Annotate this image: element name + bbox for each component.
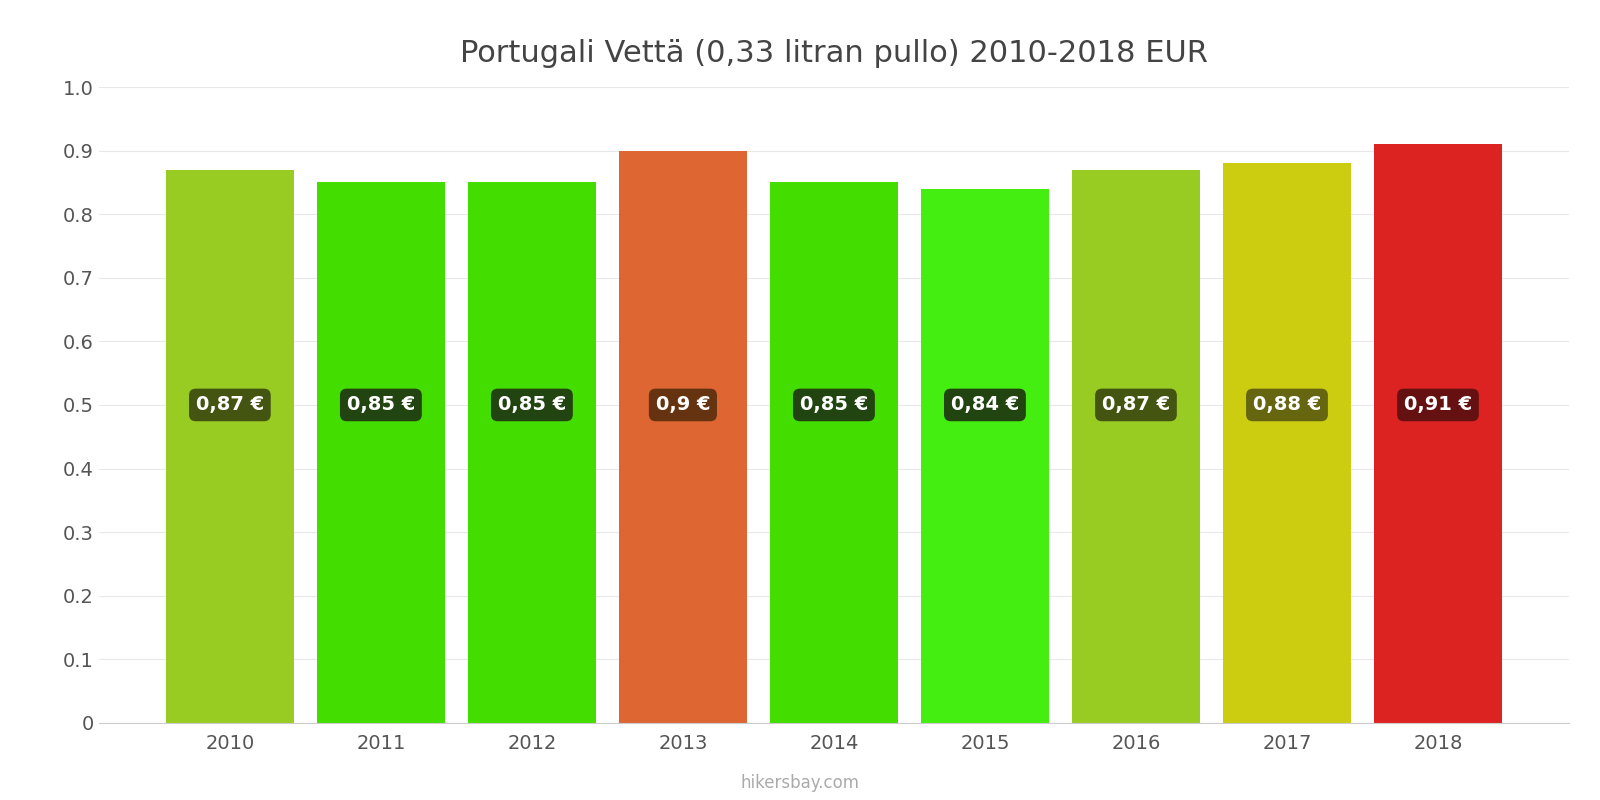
Bar xyxy=(619,150,747,723)
Bar xyxy=(317,182,445,723)
Text: 0,88 €: 0,88 € xyxy=(1253,395,1322,414)
Bar xyxy=(770,182,898,723)
Bar xyxy=(920,189,1050,723)
Text: 0,87 €: 0,87 € xyxy=(195,395,264,414)
Bar xyxy=(1374,144,1502,723)
Text: 0,91 €: 0,91 € xyxy=(1403,395,1472,414)
Bar xyxy=(1072,170,1200,723)
Text: 0,9 €: 0,9 € xyxy=(656,395,710,414)
Text: hikersbay.com: hikersbay.com xyxy=(741,774,859,792)
Title: Portugali Vettä (0,33 litran pullo) 2010-2018 EUR: Portugali Vettä (0,33 litran pullo) 2010… xyxy=(459,39,1208,68)
Text: 0,85 €: 0,85 € xyxy=(498,395,566,414)
Text: 0,85 €: 0,85 € xyxy=(800,395,869,414)
Text: 0,85 €: 0,85 € xyxy=(347,395,414,414)
Text: 0,87 €: 0,87 € xyxy=(1102,395,1170,414)
Bar xyxy=(166,170,294,723)
Bar xyxy=(1222,163,1350,723)
Bar xyxy=(467,182,597,723)
Text: 0,84 €: 0,84 € xyxy=(950,395,1019,414)
